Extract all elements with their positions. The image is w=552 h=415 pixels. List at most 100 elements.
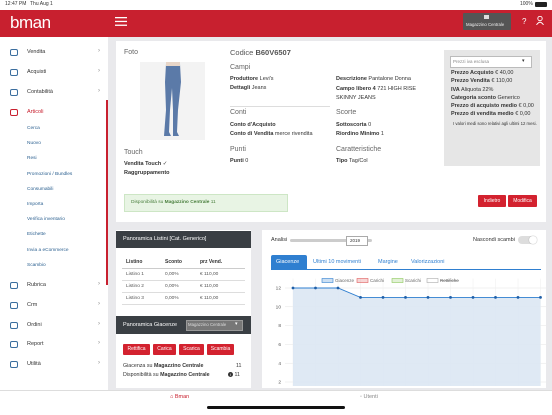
stock-button[interactable]: Carica [153, 344, 176, 355]
availability-label: Disponibilità su [131, 200, 164, 205]
field-value: Jeans [251, 85, 267, 91]
tab-utenti[interactable]: ◦ Utenti [360, 394, 378, 400]
info-icon: i [228, 372, 233, 377]
table-cell: € 110,00 [200, 284, 219, 289]
sidebar-scroll [106, 100, 108, 285]
battery: 100% [520, 1, 533, 7]
tab[interactable]: Giacenze [276, 259, 300, 265]
chevron: › [98, 68, 100, 74]
menu-item[interactable]: Crm [27, 302, 38, 308]
tab-underline [271, 269, 541, 270]
chevron: › [98, 88, 100, 94]
store-button[interactable] [463, 13, 511, 30]
price-value: Generico [497, 94, 520, 101]
price-select[interactable] [450, 56, 532, 68]
chevron: › [98, 360, 100, 366]
help-icon[interactable]: ? [522, 17, 527, 26]
menu-item[interactable]: Vendita [27, 49, 46, 55]
submenu-item[interactable]: Cerca [27, 126, 40, 131]
user-icon[interactable] [536, 16, 544, 25]
tab[interactable]: Ultimi 10 movimenti [313, 259, 361, 265]
stock-button[interactable]: Rettifica [123, 344, 150, 355]
field-value: 721 HIGH RISE SKINNY JEANS [336, 86, 417, 101]
field-label: Conto di Vendita [230, 131, 274, 137]
menu-item[interactable]: Report [27, 341, 44, 347]
price-label: Categoria sconto [451, 94, 496, 101]
price-row: IVA Aliquota 22% [451, 86, 537, 94]
table-rule [122, 304, 245, 305]
area [293, 288, 541, 386]
point [314, 286, 317, 290]
store-select[interactable] [186, 320, 243, 331]
menu-item[interactable]: Contabilità [27, 89, 53, 95]
price-label: Prezzo di acquisto medio [451, 103, 518, 110]
product-photo [140, 62, 205, 140]
menu-item[interactable]: Utilità [27, 361, 41, 367]
chevron: › [98, 48, 100, 54]
stock-button[interactable]: Scarica [179, 344, 204, 355]
price-value: € 40,00 [495, 70, 514, 76]
year-slider[interactable] [290, 239, 372, 242]
price-label: Prezzo Acquisto [451, 70, 494, 76]
menu-item[interactable]: Ordini [27, 322, 42, 328]
store-button-label: Magazzino Centrale [466, 22, 505, 27]
table-cell: 0,00% [165, 272, 179, 277]
menu-button[interactable] [115, 17, 127, 26]
select-caret: ▾ [522, 58, 525, 64]
point [494, 296, 497, 299]
submenu-item[interactable]: Importa [27, 202, 44, 207]
legend-label: Giacenze [335, 278, 355, 283]
availability-box [124, 194, 288, 212]
field-label: Sottoscorta [336, 122, 367, 128]
tab[interactable]: Valorizzazioni [411, 259, 445, 265]
panel-header [116, 231, 251, 248]
submenu-item[interactable]: Nuovo [27, 141, 41, 147]
tab-label: Utenti [363, 394, 378, 400]
section-title: Campi [230, 64, 251, 71]
stock-store: Magazzino Centrale [160, 372, 210, 378]
submenu-item[interactable]: Invia a eCommerce [27, 247, 69, 253]
menu-icon [10, 361, 18, 368]
submenu-item[interactable]: Consumabili [27, 186, 54, 192]
price-row: Prezzo Acquisto € 40,00 [451, 69, 537, 77]
section-title: Conti [230, 109, 247, 116]
tab-bman[interactable]: ⌂ Bman [170, 394, 190, 400]
submenu-item[interactable]: Promozioni / Bundles [27, 171, 73, 177]
price-value: Aliquota 22% [461, 86, 494, 93]
price-note: I valori medi sono relativi agli ultimi … [453, 120, 537, 126]
field-label: Riordino Minimo [336, 131, 380, 137]
menu-icon [10, 282, 18, 289]
tab[interactable]: Margine [378, 259, 398, 265]
menu-icon [10, 302, 18, 309]
logo[interactable]: bman [10, 13, 51, 32]
field-label: Produttore [230, 76, 259, 82]
availability-value: 11 [210, 200, 216, 205]
chevron: › [98, 281, 100, 287]
point [539, 296, 542, 299]
menu-item[interactable]: Articoli [27, 109, 44, 115]
edit-button[interactable]: Modifica [508, 195, 537, 207]
submenu-item[interactable]: Verifica inventario [27, 217, 65, 223]
toggle-knob [529, 236, 537, 244]
toggle[interactable] [518, 236, 537, 244]
field-label: Vendita Touch [124, 161, 162, 167]
field-label: Raggruppamento [124, 170, 170, 176]
table-rule [122, 292, 245, 293]
table-cell: € 110,00 [200, 272, 219, 277]
toggle-label: Nascondi scambi [473, 237, 515, 243]
submenu-item[interactable]: Resi [27, 156, 37, 162]
slider-handle[interactable] [346, 236, 368, 246]
store-icon [484, 15, 489, 19]
back-button[interactable]: Indietro [478, 195, 506, 207]
section-title: Caratteristiche [336, 146, 382, 153]
submenu-item[interactable]: Scambio [27, 262, 46, 268]
year: 2019 [350, 238, 361, 243]
stock-button[interactable]: Scambia [207, 344, 234, 355]
menu-item[interactable]: Rubrica [27, 282, 46, 288]
point [359, 296, 362, 299]
submenu-item[interactable]: Etichette [27, 232, 46, 238]
store-select-label: Magazzino Centrale [188, 322, 227, 327]
legend-swatch [356, 278, 369, 283]
menu-item[interactable]: Acquisti [27, 69, 47, 75]
